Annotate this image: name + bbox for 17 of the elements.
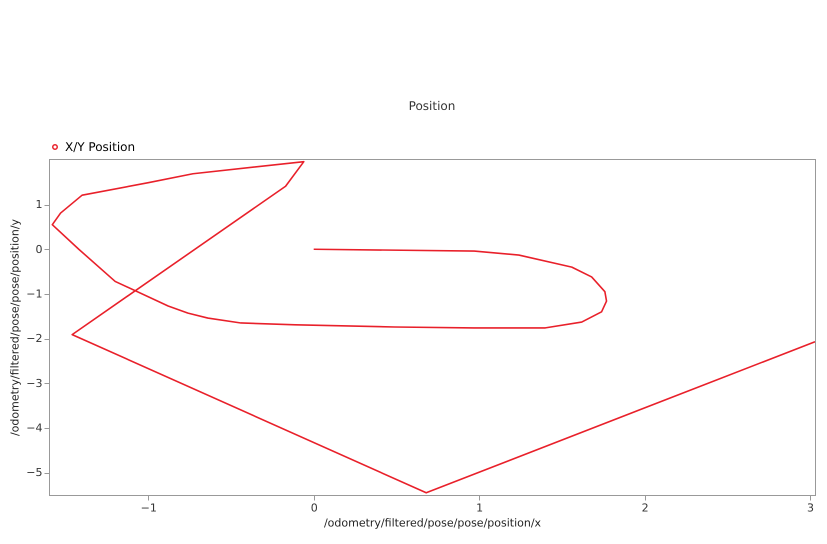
x-tick-label: −1	[140, 502, 157, 514]
line-series	[52, 160, 815, 494]
x-tick-label: 1	[476, 502, 484, 514]
y-tick-label: 0	[36, 242, 42, 256]
y-tick-label: 1	[36, 198, 42, 212]
y-axis-title: /odometry/filtered/pose/pose/position/y	[8, 218, 22, 436]
x-axis-title: /odometry/filtered/pose/pose/position/x	[324, 516, 542, 530]
y-tick-label: −3	[26, 376, 42, 390]
chart-title: Position	[408, 99, 456, 113]
legend-label: X/Y Position	[65, 140, 136, 154]
y-tick-label: −1	[26, 287, 42, 300]
y-tick-label: −4	[26, 421, 42, 434]
x-tick-label: 3	[807, 502, 814, 514]
y-tick-label: −5	[26, 466, 42, 480]
x-tick-label: 0	[310, 502, 318, 514]
y-tick-label: −2	[26, 332, 42, 346]
x-tick-label: 2	[642, 502, 649, 514]
